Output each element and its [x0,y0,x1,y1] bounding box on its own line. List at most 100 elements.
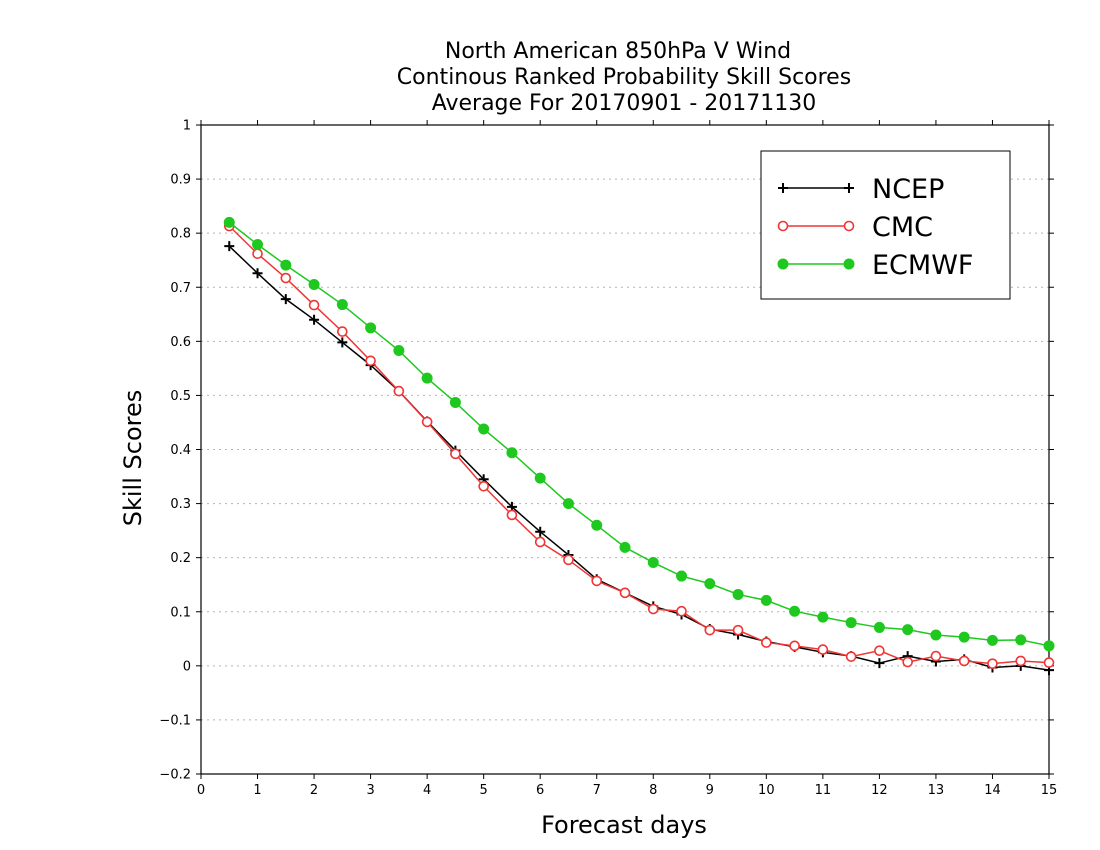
data-point-ecmwf [845,617,857,629]
data-point-ecmwf [421,372,433,384]
data-point-cmc [647,603,659,615]
y-tick-label: 0.5 [170,389,191,404]
x-tick-label: 12 [871,783,888,798]
y-tick-label: 0.6 [170,335,191,350]
y-tick-label: 0.1 [170,605,191,620]
x-tick-label: 3 [366,783,374,798]
data-point-cmc [563,554,574,566]
legend-item-cmc: CMC [777,212,933,243]
data-point-ecmwf [252,239,264,251]
data-point-ecmwf [280,259,292,271]
data-point-ecmwf [449,396,461,408]
data-point-ecmwf [619,541,631,553]
legend-box [760,150,1011,300]
data-point-ecmwf [1015,634,1027,646]
data-point-cmc [619,587,631,599]
legend-item-ecmwf: ECMWF [777,250,973,281]
legend-marker-ecmwf [843,258,855,270]
x-tick-label: 6 [536,783,544,798]
data-point-ecmwf [676,570,688,582]
data-point-cmc [478,480,489,492]
data-point-ecmwf [902,624,914,636]
y-tick-label: 0.2 [170,551,191,566]
legend-label-ecmwf: ECMWF [872,250,973,281]
data-point-ecmwf [986,634,998,646]
data-point-cmc [930,650,942,662]
data-point-cmc [817,644,829,655]
x-tick-label: 1 [253,783,261,798]
data-point-cmc [1015,655,1027,667]
data-point-cmc [676,605,687,617]
data-point-cmc [874,645,885,656]
chart-title-line-2: Continous Ranked Probability Skill Score… [397,65,851,90]
data-point-cmc [761,637,772,648]
data-point-ncep [535,526,546,537]
data-point-cmc [450,448,461,460]
data-point-ncep [224,241,235,252]
x-tick-label: 2 [310,783,318,798]
data-point-ncep [309,314,320,325]
series-ncep [224,241,1054,676]
legend-marker-ecmwf [777,258,789,270]
legend-label-ncep: NCEP [872,174,944,205]
data-point-cmc [902,656,913,668]
y-tick-label: 1 [183,119,191,134]
data-point-ecmwf [336,299,348,311]
x-tick-label: 11 [815,783,832,798]
data-point-cmc [1043,657,1055,668]
x-tick-label: 15 [1041,783,1058,798]
x-axis-label: Forecast days [541,811,707,839]
legend-marker-ncep [778,183,788,193]
data-point-ecmwf [930,629,942,641]
y-tick-label: 0 [183,659,191,674]
data-point-cmc [534,536,546,548]
data-point-ecmwf [534,472,546,484]
data-point-cmc [987,658,998,669]
data-point-cmc [789,640,800,652]
y-tick-label: 0.9 [170,173,191,188]
data-point-ecmwf [393,345,405,357]
data-point-cmc [365,355,376,367]
data-point-ncep [280,294,291,305]
data-point-cmc [252,248,263,260]
axis-ticks: −0.2−0.100.10.20.30.40.50.60.70.80.910 1 2… [159,119,1057,799]
series-cmc [223,220,1055,669]
data-point-ecmwf [732,588,744,600]
legend-item-ncep: NCEP [778,174,944,205]
data-point-ecmwf [704,578,716,590]
data-point-ecmwf [958,631,970,643]
data-point-ecmwf [308,279,320,291]
data-point-cmc [704,624,716,636]
data-point-ecmwf [760,594,772,606]
chart-title-line-3: Average For 20170901 - 20171130 [432,91,817,116]
x-tick-label: 4 [423,783,431,798]
data-point-cmc [845,651,857,662]
data-point-ecmwf [506,447,518,459]
data-point-ncep [337,337,348,348]
data-point-cmc [506,509,518,521]
data-point-ecmwf [365,322,377,334]
legend: NCEP CMC ECMWF [760,150,1011,300]
data-point-ecmwf [817,611,829,623]
data-point-cmc [591,575,603,587]
y-axis-label: Skill Scores [119,390,147,527]
data-series [223,216,1055,676]
series-ecmwf [223,216,1055,652]
data-point-ncep [252,268,263,279]
series-line-ncep [228,245,1050,671]
x-tick-label: 7 [593,783,601,798]
data-point-cmc [958,655,970,667]
data-point-ecmwf [223,216,235,228]
data-point-ecmwf [873,621,885,633]
y-tick-label: −0.2 [159,768,191,783]
data-point-cmc [393,385,405,397]
x-tick-label: 10 [758,783,775,798]
data-point-ecmwf [591,519,603,531]
y-tick-label: −0.1 [159,713,191,728]
x-tick-label: 0 [197,783,205,798]
data-point-cmc [308,299,320,311]
legend-marker-ncep [844,183,854,193]
x-tick-label: 9 [706,783,714,798]
data-point-ecmwf [647,557,659,569]
